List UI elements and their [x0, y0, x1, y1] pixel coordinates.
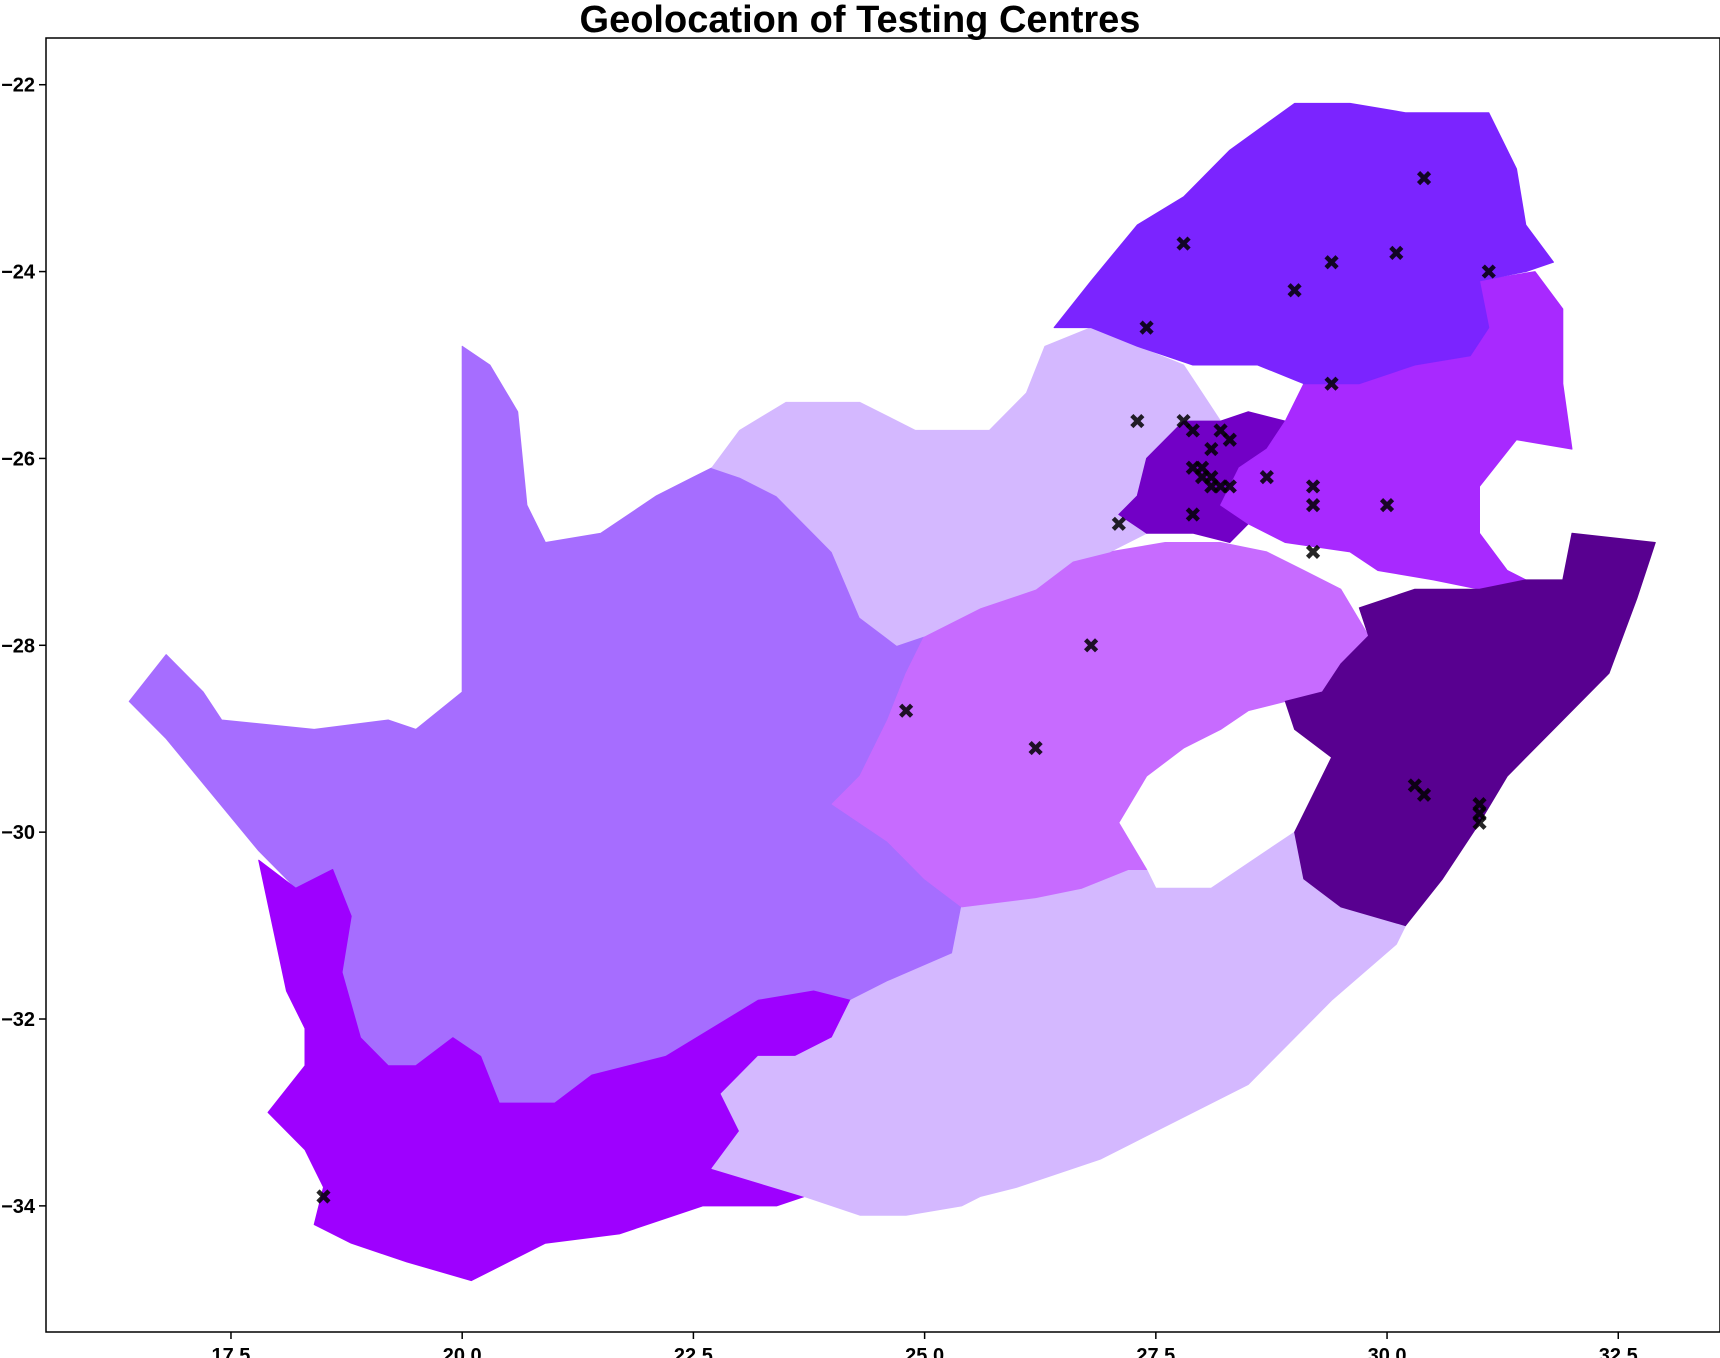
- x-tick-label: 27.5: [1136, 1345, 1175, 1358]
- ticks-layer: 17.5 20.0 22.5 25.0 27.5 30.0 32.5 −22 −24 −26 −28…: [1, 75, 1638, 1358]
- testing-centre-marker: [1416, 171, 1432, 186]
- region-kwazulu-natal: [1284, 532, 1656, 927]
- testing-centre-marker: [1222, 432, 1237, 447]
- testing-centre-marker: [1287, 283, 1302, 298]
- testing-centre-marker: [1481, 264, 1496, 279]
- testing-centre-marker: [1407, 778, 1422, 793]
- testing-centre-marker: [1222, 479, 1237, 494]
- testing-centre-marker: [1389, 245, 1404, 260]
- testing-centre-marker: [1111, 516, 1126, 531]
- testing-centre-marker: [1379, 498, 1395, 513]
- testing-centre-marker: [1130, 413, 1145, 429]
- testing-centre-marker: [1305, 479, 1321, 494]
- testing-centre-marker: [1416, 787, 1432, 802]
- y-tick-label: −22: [1, 75, 35, 97]
- x-tick-label: 17.5: [212, 1345, 251, 1358]
- testing-centre-marker: [1204, 441, 1219, 457]
- y-tick-label: −32: [1, 1009, 35, 1031]
- testing-centre-marker: [1324, 255, 1339, 270]
- testing-centre-marker: [1185, 507, 1200, 522]
- region-limpopo: [1053, 102, 1554, 385]
- x-tick-label: 20.0: [443, 1345, 482, 1358]
- y-tick-label: −24: [1, 262, 36, 284]
- x-tick-label: 25.0: [905, 1345, 944, 1358]
- testing-centre-marker: [1185, 423, 1200, 438]
- chart-title: Geolocation of Testing Centres: [579, 0, 1141, 41]
- testing-centre-marker: [1028, 740, 1043, 756]
- testing-centre-marker: [899, 703, 914, 718]
- testing-centre-marker: [1472, 797, 1487, 812]
- y-tick-label: −34: [1, 1196, 36, 1218]
- x-tick-label: 30.0: [1368, 1345, 1407, 1358]
- testing-centre-marker: [1305, 544, 1321, 559]
- points-layer: [316, 171, 1496, 1204]
- testing-centre-marker: [316, 1189, 331, 1204]
- y-tick-label: −30: [1, 822, 35, 844]
- testing-centre-marker: [1472, 815, 1487, 830]
- testing-centre-marker: [1259, 470, 1274, 485]
- testing-centre-marker: [1213, 423, 1228, 438]
- testing-centre-marker: [1194, 470, 1210, 485]
- x-tick-label: 22.5: [674, 1345, 713, 1358]
- axes-frame: [45, 37, 1720, 1333]
- testing-centre-marker: [1083, 638, 1099, 653]
- testing-centre-marker: [1176, 413, 1191, 429]
- testing-centre-marker: [1139, 320, 1154, 335]
- y-tick-label: −28: [1, 635, 35, 657]
- testing-centre-marker: [1324, 376, 1339, 391]
- testing-centre-marker: [1176, 236, 1191, 251]
- x-tick-label: 32.5: [1599, 1345, 1638, 1358]
- y-tick-label: −26: [1, 448, 35, 470]
- testing-centre-marker: [1305, 498, 1321, 513]
- regions-layer: [128, 102, 1656, 1282]
